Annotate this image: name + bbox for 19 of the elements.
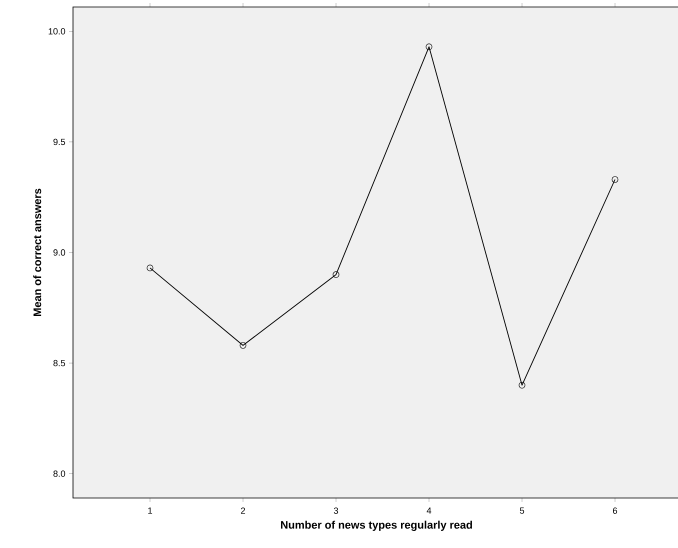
y-tick-label: 9.0 (53, 249, 66, 256)
x-tick-label: 5 (520, 508, 524, 514)
point (240, 342, 246, 349)
x-tick-label: 6 (612, 508, 618, 514)
point (146, 264, 154, 272)
y-tick-label: 8.0 (53, 470, 66, 477)
x-tick-label: 2 (240, 508, 246, 514)
x-tick-label: 1 (148, 508, 152, 514)
y-tick-label: 8.5 (53, 360, 66, 366)
point (518, 382, 526, 388)
point (612, 176, 618, 183)
y-axis-title: Mean of correct answers (33, 188, 42, 316)
point (426, 43, 432, 50)
x-tick-label: 3 (334, 508, 338, 514)
y-tick-label: 10.0 (48, 28, 66, 34)
x-axis-title: Number of news types regularly read (281, 520, 472, 531)
x-tick-label: 4 (426, 508, 432, 514)
point (332, 271, 340, 278)
y-tick-label: 9.5 (53, 138, 66, 146)
